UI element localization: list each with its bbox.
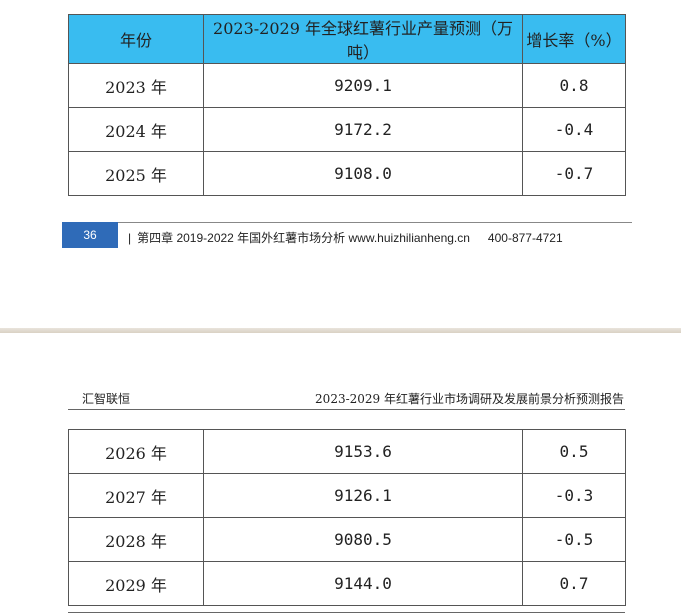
header-company: 汇智联恒 <box>82 392 131 406</box>
header-rule <box>68 409 625 410</box>
cell-growth: -0.3 <box>522 473 626 518</box>
cell-year: 2028 年 <box>68 517 204 562</box>
cell-production: 9108.0 <box>203 151 523 196</box>
header-growth: 增长率（%） <box>522 14 626 64</box>
cell-production: 9172.2 <box>203 107 523 152</box>
cell-year: 2026 年 <box>68 429 204 474</box>
cell-production: 9080.5 <box>203 517 523 562</box>
table-row: 2025 年 9108.0 -0.7 <box>68 151 626 196</box>
footer-separator: | <box>128 231 132 245</box>
cell-growth: 0.5 <box>522 429 626 474</box>
cell-production: 9126.1 <box>203 473 523 518</box>
cell-growth: -0.4 <box>522 107 626 152</box>
header-report-title: 2023-2029 年红薯行业市场调研及发展前景分析预测报告 <box>315 392 624 406</box>
production-forecast-table-bottom: 2026 年 9153.6 0.5 2027 年 9126.1 -0.3 202… <box>68 429 626 606</box>
cell-year: 2029 年 <box>68 561 204 606</box>
page-footer: | 第四章 2019-2022 年国外红薯市场分析 www.huizhilianh… <box>128 229 563 246</box>
cell-year: 2024 年 <box>68 107 204 152</box>
table-row: 2027 年 9126.1 -0.3 <box>68 473 626 518</box>
header-year: 年份 <box>68 14 204 64</box>
cell-growth: 0.7 <box>522 561 626 606</box>
footer-rule <box>118 222 632 223</box>
table-header-row: 年份 2023-2029 年全球红薯行业产量预测（万吨） 增长率（%） <box>68 14 626 64</box>
cell-growth: -0.5 <box>522 517 626 562</box>
cell-production: 9153.6 <box>203 429 523 474</box>
cell-growth: -0.7 <box>522 151 626 196</box>
table-row: 2023 年 9209.1 0.8 <box>68 63 626 108</box>
cell-year: 2025 年 <box>68 151 204 196</box>
table-row: 2026 年 9153.6 0.5 <box>68 429 626 474</box>
production-forecast-table-top: 年份 2023-2029 年全球红薯行业产量预测（万吨） 增长率（%） 2023… <box>68 14 626 196</box>
page-separator <box>0 328 681 333</box>
cell-production: 9209.1 <box>203 63 523 108</box>
table-row: 2024 年 9172.2 -0.4 <box>68 107 626 152</box>
footer-phone: 400-877-4721 <box>487 231 563 245</box>
table-row: 2029 年 9144.0 0.7 <box>68 561 626 606</box>
cell-growth: 0.8 <box>522 63 626 108</box>
cell-year: 2023 年 <box>68 63 204 108</box>
page-bottom-rule <box>68 612 625 613</box>
table-row: 2028 年 9080.5 -0.5 <box>68 517 626 562</box>
footer-chapter-text: 第四章 2019-2022 年国外红薯市场分析 www.huizhilianhe… <box>137 231 470 245</box>
page-number-badge: 36 <box>62 222 118 248</box>
cell-production: 9144.0 <box>203 561 523 606</box>
cell-year: 2027 年 <box>68 473 204 518</box>
header-production: 2023-2029 年全球红薯行业产量预测（万吨） <box>203 14 523 64</box>
